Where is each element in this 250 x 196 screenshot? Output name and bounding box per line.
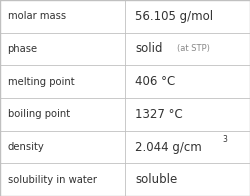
Text: melting point: melting point: [8, 77, 74, 87]
Text: 406 °C: 406 °C: [135, 75, 175, 88]
Text: solid: solid: [135, 43, 162, 55]
Text: density: density: [8, 142, 44, 152]
Text: 56.105 g/mol: 56.105 g/mol: [135, 10, 213, 23]
Text: solubility in water: solubility in water: [8, 175, 96, 185]
Text: 3: 3: [222, 135, 227, 144]
Text: 2.044 g/cm: 2.044 g/cm: [135, 141, 202, 153]
Text: 1327 °C: 1327 °C: [135, 108, 183, 121]
Text: phase: phase: [8, 44, 38, 54]
Text: molar mass: molar mass: [8, 11, 66, 21]
Text: soluble: soluble: [135, 173, 177, 186]
Text: (at STP): (at STP): [177, 44, 210, 54]
Text: boiling point: boiling point: [8, 109, 70, 119]
